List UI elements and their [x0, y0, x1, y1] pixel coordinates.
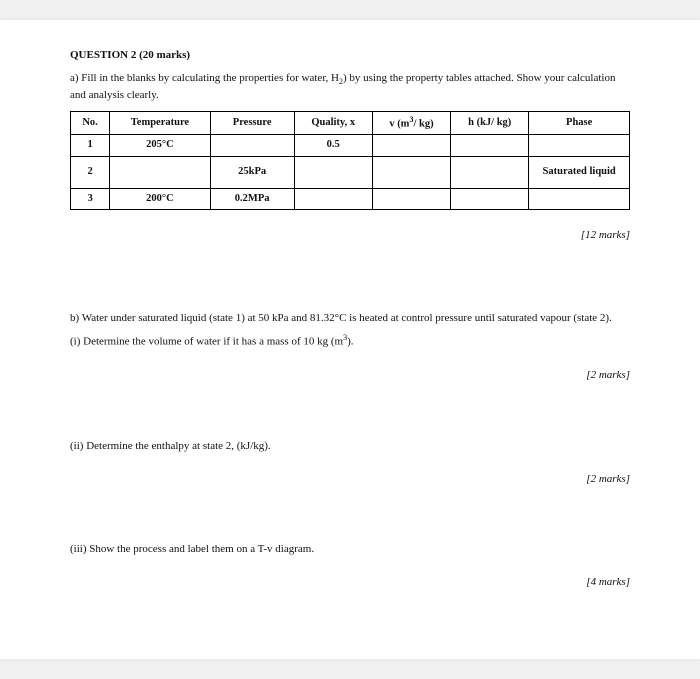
marks-b-ii: [2 marks] — [70, 472, 630, 487]
cell-no: 1 — [71, 135, 110, 156]
part-b-intro: b) Water under saturated liquid (state 1… — [70, 311, 630, 326]
part-a-text-1: a) Fill in the blanks by calculating the… — [70, 72, 339, 84]
cell-v — [372, 156, 450, 188]
th-v: v (m3/ kg) — [372, 111, 450, 135]
marks-a-text: 12 marks — [585, 229, 626, 241]
th-pressure: Pressure — [210, 111, 294, 135]
question-heading: QUESTION 2 (20 marks) — [70, 48, 630, 63]
cell-h — [451, 156, 529, 188]
table-row: 3 200°C 0.2MPa — [71, 188, 630, 209]
document-page: QUESTION 2 (20 marks) a) Fill in the bla… — [0, 20, 700, 659]
cell-no: 3 — [71, 188, 110, 209]
cell-press — [210, 135, 294, 156]
cell-qual — [294, 188, 372, 209]
cell-temp: 205°C — [110, 135, 211, 156]
th-h: h (kJ/ kg) — [451, 111, 529, 135]
properties-table: No. Temperature Pressure Quality, x v (m… — [70, 111, 630, 210]
cell-phase — [529, 135, 630, 156]
cell-qual — [294, 156, 372, 188]
cell-press: 0.2MPa — [210, 188, 294, 209]
part-b-ii: (ii) Determine the enthalpy at state 2, … — [70, 439, 630, 454]
cell-h — [451, 135, 529, 156]
cell-qual: 0.5 — [294, 135, 372, 156]
part-a-intro: a) Fill in the blanks by calculating the… — [70, 71, 630, 103]
th-v-post: / kg) — [413, 118, 433, 129]
th-phase: Phase — [529, 111, 630, 135]
b-i-pre: (i) Determine the volume of water if it … — [70, 336, 343, 348]
cell-temp — [110, 156, 211, 188]
cell-phase — [529, 188, 630, 209]
cell-v — [372, 188, 450, 209]
cell-phase: Saturated liquid — [529, 156, 630, 188]
marks-b-i: [2 marks] — [70, 368, 630, 383]
th-temperature: Temperature — [110, 111, 211, 135]
cell-v — [372, 135, 450, 156]
cell-press: 25kPa — [210, 156, 294, 188]
marks-b-iii: [4 marks] — [70, 575, 630, 590]
b-i-post: ). — [347, 336, 353, 348]
th-quality: Quality, x — [294, 111, 372, 135]
th-v-pre: v (m — [389, 118, 409, 129]
part-b-i: (i) Determine the volume of water if it … — [70, 333, 630, 350]
th-no: No. — [71, 111, 110, 135]
cell-temp: 200°C — [110, 188, 211, 209]
part-b-iii: (iii) Show the process and label them on… — [70, 542, 630, 557]
cell-h — [451, 188, 529, 209]
cell-no: 2 — [71, 156, 110, 188]
table-row: 1 205°C 0.5 — [71, 135, 630, 156]
table-header-row: No. Temperature Pressure Quality, x v (m… — [71, 111, 630, 135]
table-row: 2 25kPa Saturated liquid — [71, 156, 630, 188]
marks-a: [12 marks] — [70, 228, 630, 243]
